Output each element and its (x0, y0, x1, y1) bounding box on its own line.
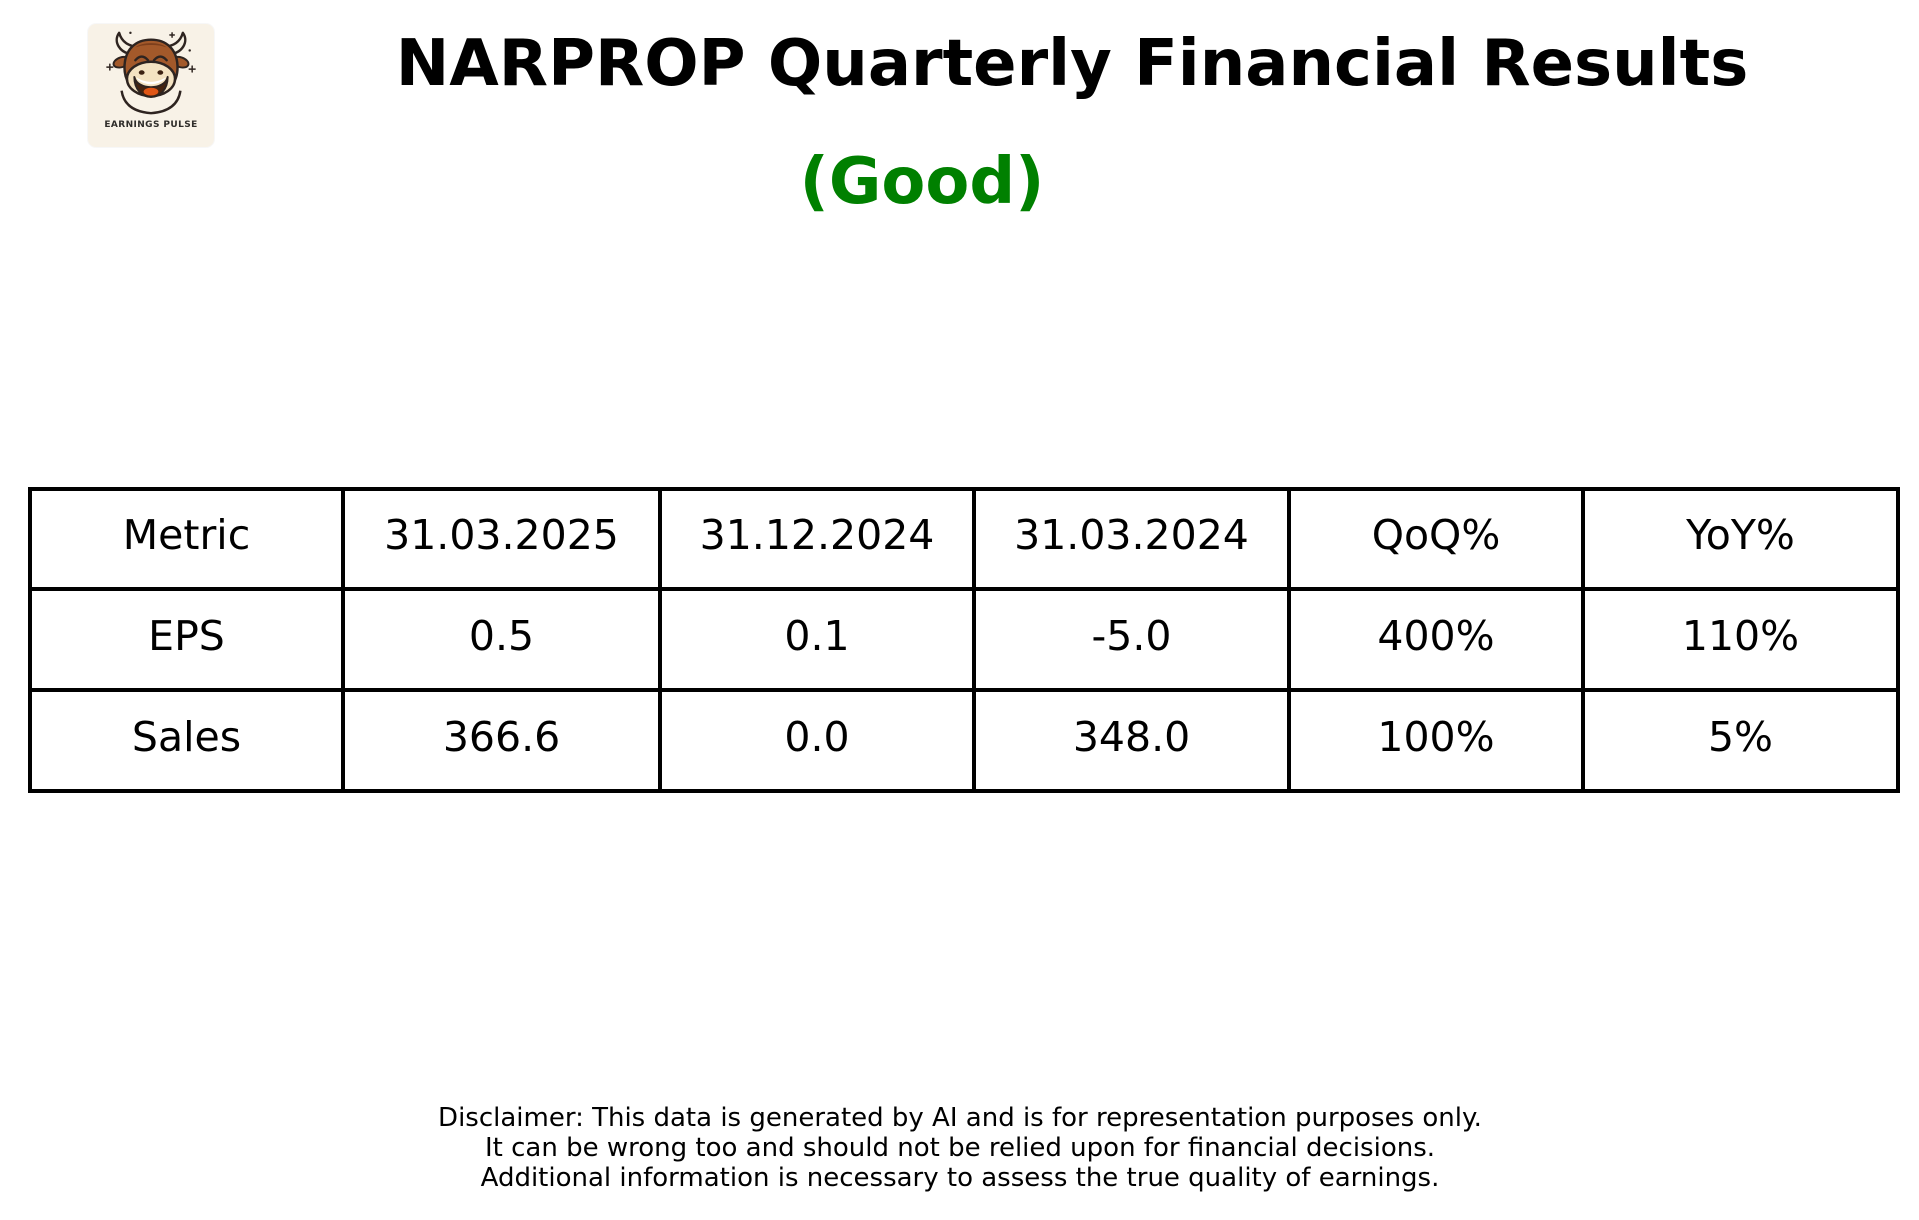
eps-qoq-value: 400% (1287, 587, 1585, 692)
page-title: NARPROP Quarterly Financial Results (395, 27, 1749, 101)
table-row-sales: Sales 366.6 0.0 348.0 100% 5% (28, 688, 1900, 793)
eps-metric-label: EPS (28, 587, 345, 692)
eps-yoy-value: 110% (1581, 587, 1900, 692)
eps-current-value: 0.5 (341, 587, 662, 692)
sales-metric-label: Sales (28, 688, 345, 793)
table-header-row: Metric 31.03.2025 31.12.2024 31.03.2024 … (28, 487, 1900, 591)
disclaimer-line-2: It can be wrong too and should not be re… (484, 1133, 1436, 1163)
logo-brand-text: EARNINGS PULSE (104, 120, 198, 130)
earnings-pulse-logo: EARNINGS PULSE (88, 24, 214, 147)
eps-previous-value: 0.1 (658, 587, 976, 692)
verdict-label: (Good) (799, 145, 1045, 219)
laughing-bull-icon (106, 31, 196, 115)
disclaimer: Disclaimer: This data is generated by AI… (438, 1103, 1482, 1193)
table-row-eps: EPS 0.5 0.1 -5.0 400% 110% (28, 587, 1900, 692)
disclaimer-line-1: Disclaimer: This data is generated by AI… (438, 1103, 1482, 1133)
sales-yearago-value: 348.0 (972, 688, 1291, 793)
col-header-q-current: 31.03.2025 (341, 487, 662, 591)
col-header-q-yearago: 31.03.2024 (972, 487, 1291, 591)
sales-current-value: 366.6 (341, 688, 662, 793)
quarterly-results-table: Metric 31.03.2025 31.12.2024 31.03.2024 … (28, 487, 1900, 793)
sales-qoq-value: 100% (1287, 688, 1585, 793)
eps-yearago-value: -5.0 (972, 587, 1291, 692)
col-header-yoy: YoY% (1581, 487, 1900, 591)
col-header-qoq: QoQ% (1287, 487, 1585, 591)
sales-yoy-value: 5% (1581, 688, 1900, 793)
sales-previous-value: 0.0 (658, 688, 976, 793)
col-header-q-previous: 31.12.2024 (658, 487, 976, 591)
col-header-metric: Metric (28, 487, 345, 591)
disclaimer-line-3: Additional information is necessary to a… (480, 1163, 1440, 1193)
